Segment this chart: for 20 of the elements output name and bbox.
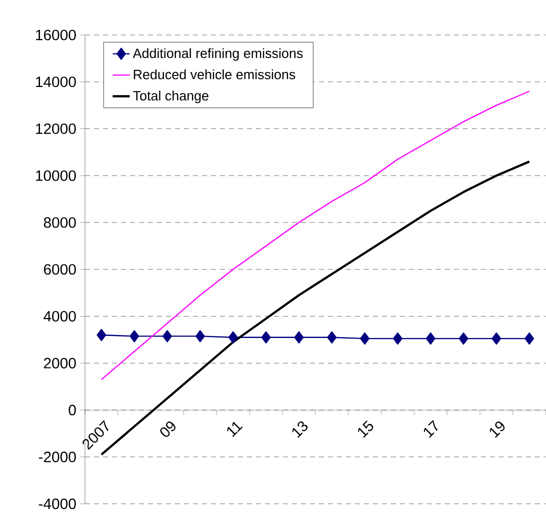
y-tick-label: 2000 bbox=[44, 358, 76, 369]
x-tick-label: 15 bbox=[358, 420, 374, 438]
x-tick-label: 09 bbox=[160, 422, 176, 437]
x-tick-label: 11 bbox=[227, 422, 243, 438]
y-tick-label: 6000 bbox=[44, 264, 76, 275]
y-tick-label: 14000 bbox=[36, 76, 76, 88]
y-tick-label: 4000 bbox=[44, 311, 76, 322]
legend-label: Reduced vehicle emissions bbox=[134, 70, 296, 80]
y-tick-label: -2000 bbox=[38, 452, 76, 462]
y-tick-label: 10000 bbox=[36, 170, 76, 182]
legend-label: Total change bbox=[133, 90, 208, 104]
x-tick-label: 13 bbox=[292, 421, 308, 438]
y-tick-label: 8000 bbox=[44, 217, 76, 228]
y-tick-label: 16000 bbox=[36, 30, 76, 40]
legend-label: Additional refining emissions bbox=[132, 48, 303, 61]
x-tick-label: 17 bbox=[424, 420, 438, 438]
x-tick-label: 19 bbox=[490, 422, 505, 438]
y-tick-label: 0 bbox=[68, 404, 76, 416]
y-tick-label: -4000 bbox=[38, 498, 76, 510]
y-tick-label: 12000 bbox=[36, 124, 76, 134]
